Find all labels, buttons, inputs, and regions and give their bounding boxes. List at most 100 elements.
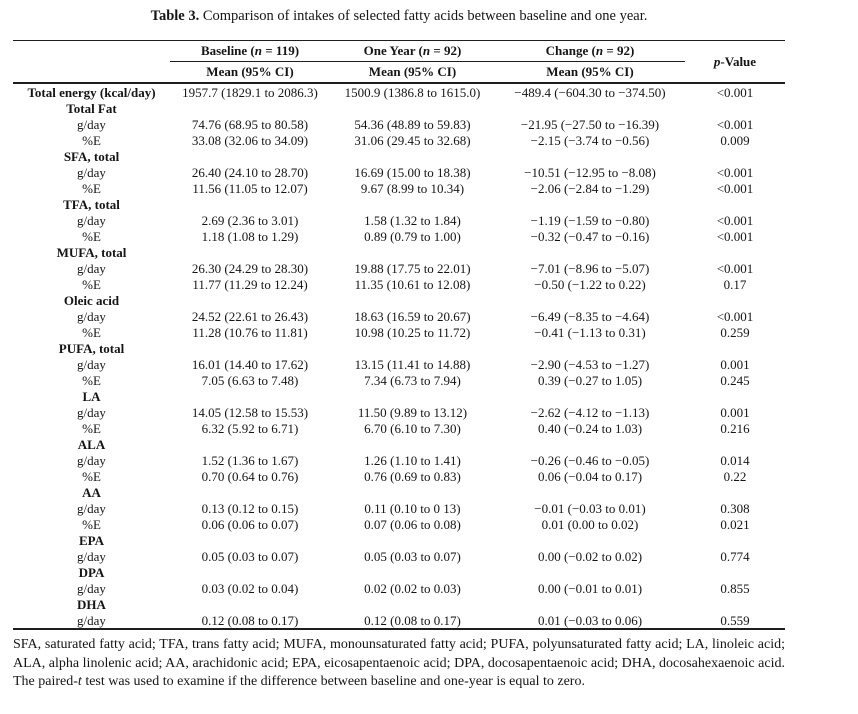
- table-row: g/day 24.52 (22.61 to 26.43) 18.63 (16.59 …: [13, 308, 785, 324]
- italic-n: n: [595, 43, 604, 58]
- table-row: MUFA, total: [13, 244, 785, 260]
- row-label: g/day: [13, 612, 170, 630]
- row-label: g/day: [77, 260, 106, 276]
- baseline-value: 0.12 (0.08 to 0.17): [170, 612, 330, 630]
- table-row: g/day 26.40 (24.10 to 28.70) 16.69 (15.00 …: [13, 164, 785, 180]
- one-year-value: 18.63 (16.59 to 20.67): [354, 308, 471, 324]
- row-label: DPA: [78, 564, 105, 580]
- one-year-value: [330, 596, 495, 612]
- p-value: [685, 340, 785, 356]
- table-row: %E 11.28 (10.76 to 11.81) 10.98 (10.25 to …: [13, 324, 785, 340]
- baseline-value: 0.06 (0.06 to 0.07): [201, 516, 299, 532]
- table-row: g/day 0.12 (0.08 to 0.17) 0.12 (0.08 to 0.…: [13, 612, 785, 630]
- row-label: MUFA, total: [56, 244, 127, 260]
- row-label: g/day: [77, 580, 106, 596]
- one-year-value: 0.02 (0.02 to 0.03): [364, 580, 461, 596]
- one-year-value: 1500.9 (1386.8 to 1615.0): [344, 84, 481, 100]
- one-year-value: [330, 388, 495, 404]
- row-label: Oleic acid: [63, 292, 120, 308]
- one-year-value: 1.58 (1.32 to 1.84): [364, 212, 461, 228]
- p-value: <0.001: [716, 116, 754, 132]
- p-value: 0.559: [685, 612, 785, 630]
- baseline-value: [170, 596, 330, 612]
- baseline-value: [170, 148, 330, 164]
- table-row: PUFA, total: [13, 340, 785, 356]
- change-value: [495, 484, 685, 500]
- one-year-value: 54.36 (48.89 to 59.83): [354, 116, 471, 132]
- baseline-value: 0.70 (0.64 to 0.76): [201, 468, 299, 484]
- change-value: −0.26 (−0.46 to −0.05): [530, 452, 650, 468]
- fatty-acid-comparison-table: Baseline (n = 119) One Year (n = 92) Cha…: [13, 40, 785, 630]
- baseline-value: 0.05 (0.03 to 0.07): [201, 548, 299, 564]
- table-row: g/day 0.03 (0.02 to 0.04) 0.02 (0.02 to 0.…: [13, 580, 785, 596]
- empty-corner-cell: [13, 40, 170, 62]
- p-value: [685, 436, 785, 452]
- table-row: AA: [13, 484, 785, 500]
- table-row: g/day 26.30 (24.29 to 28.30) 19.88 (17.75 …: [13, 260, 785, 276]
- p-value: 0.001: [720, 356, 750, 372]
- change-value: [495, 340, 685, 356]
- p-value: 0.855: [720, 580, 750, 596]
- table-row: LA: [13, 388, 785, 404]
- header-text: One Year (: [363, 43, 423, 58]
- row-label: g/day: [77, 212, 106, 228]
- row-label: %E: [82, 468, 101, 484]
- change-value: −2.15 (−3.74 to −0.56): [530, 132, 650, 148]
- p-value: <0.001: [716, 212, 754, 228]
- one-year-value: [330, 196, 495, 212]
- one-year-value: [330, 532, 495, 548]
- p-value: 0.001: [720, 404, 750, 420]
- table-row: SFA, total: [13, 148, 785, 164]
- p-value: <0.001: [716, 180, 754, 196]
- p-value: [685, 244, 785, 260]
- one-year-value: 19.88 (17.75 to 22.01): [354, 260, 471, 276]
- change-value: [495, 100, 685, 116]
- p-value: 0.259: [720, 324, 750, 340]
- header-text: = 119): [262, 43, 300, 58]
- row-label: %E: [82, 516, 101, 532]
- change-value: −21.95 (−27.50 to −16.39): [520, 116, 660, 132]
- table-footnote: SFA, saturated fatty acid; TFA, trans fa…: [13, 636, 785, 692]
- table-row: DPA: [13, 564, 785, 580]
- baseline-value: [170, 196, 330, 212]
- change-value: −0.32 (−0.47 to −0.16): [530, 228, 650, 244]
- table-row: %E 33.08 (32.06 to 34.09) 31.06 (29.45 to …: [13, 132, 785, 148]
- change-value: −10.51 (−12.95 to −8.08): [524, 164, 656, 180]
- row-label: DHA: [77, 596, 106, 612]
- baseline-value: 26.30 (24.29 to 28.30): [191, 260, 309, 276]
- one-year-value: 0.76 (0.69 to 0.83): [364, 468, 461, 484]
- p-value: [685, 148, 785, 164]
- baseline-value: [170, 244, 330, 260]
- row-label: %E: [82, 132, 101, 148]
- table-header: Baseline (n = 119) One Year (n = 92) Cha…: [13, 40, 785, 83]
- italic-n: n: [254, 43, 262, 58]
- change-value: −7.01 (−8.96 to −5.07): [530, 260, 650, 276]
- row-label: %E: [82, 324, 101, 340]
- one-year-value: [330, 484, 495, 500]
- p-value: [685, 100, 785, 116]
- one-year-value: 9.67 (8.99 to 10.34): [360, 180, 465, 196]
- baseline-value: 26.40 (24.10 to 28.70): [191, 164, 309, 180]
- row-label: AA: [82, 484, 101, 500]
- p-value: 0.009: [720, 132, 750, 148]
- change-value: [495, 532, 685, 548]
- table-row: g/day 16.01 (14.40 to 17.62) 13.15 (11.41 …: [13, 356, 785, 372]
- change-value: [495, 388, 685, 404]
- one-year-value: 1.26 (1.10 to 1.41): [364, 452, 461, 468]
- row-label: g/day: [77, 500, 106, 516]
- change-value: [495, 196, 685, 212]
- one-year-value: 11.35 (10.61 to 12.08): [354, 276, 471, 292]
- table-row: ALA: [13, 436, 785, 452]
- baseline-value: 0.13 (0.12 to 0.15): [201, 500, 299, 516]
- header-text: Change (: [545, 43, 596, 58]
- change-column-header: Change (n = 92): [495, 40, 685, 62]
- table-row: Total Fat: [13, 100, 785, 116]
- one-year-value: 10.98 (10.25 to 11.72): [354, 324, 471, 340]
- p-value: <0.001: [716, 84, 754, 100]
- table-row: EPA: [13, 532, 785, 548]
- footnote-text: SFA, saturated fatty acid; TFA, trans fa…: [13, 637, 785, 689]
- p-value: 0.014: [720, 452, 750, 468]
- row-label: g/day: [77, 116, 106, 132]
- change-value: 0.01 (0.00 to 0.02): [541, 516, 639, 532]
